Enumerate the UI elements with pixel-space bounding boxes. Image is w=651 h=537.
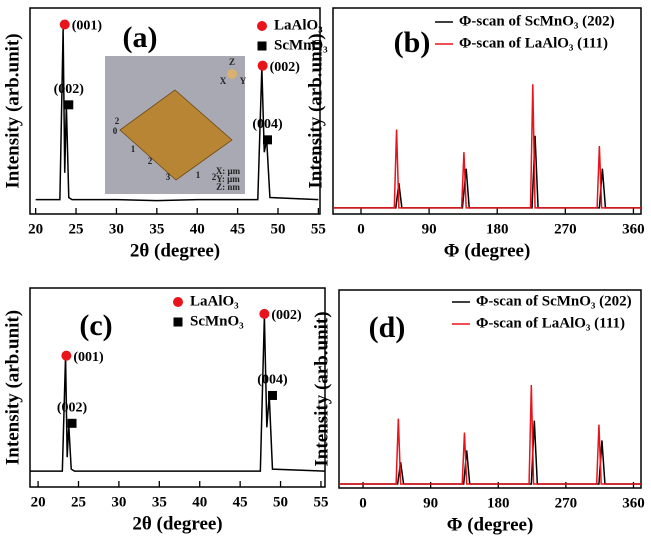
x-tick-label: 45 <box>230 221 245 237</box>
inset-label: 2 <box>148 156 153 166</box>
legend-label: Φ-scan of LaAlO₃ (111) <box>459 35 608 51</box>
x-tick-label: 90 <box>422 221 437 237</box>
x-tick-label: 50 <box>270 221 285 237</box>
data-line <box>339 421 641 484</box>
y-axis-label: Intensity (arb.unit) <box>311 311 332 466</box>
peak-label: (004) <box>252 117 283 132</box>
x-tick-label: 0 <box>357 221 365 237</box>
inset-label: 1 <box>196 170 201 180</box>
inset-label: X <box>220 76 227 86</box>
x-axis-label: 2θ (degree) <box>130 240 220 261</box>
x-tick-label: 40 <box>190 221 205 237</box>
x-tick-label: 50 <box>273 494 288 510</box>
panel-label: (a) <box>123 21 158 54</box>
x-tick-label: 180 <box>487 495 510 511</box>
x-tick-label: 35 <box>149 221 164 237</box>
marker <box>263 135 272 144</box>
peak-label: (002) <box>271 308 302 323</box>
peak-label: (002) <box>54 82 85 97</box>
y-axis-label: Intensity (arb.unit) <box>305 33 326 188</box>
legend-label: Φ-scan of ScMnO₃ (202) <box>476 293 632 309</box>
panel: 20 25 30 35 40 45 50 55 2θ (degree) Intensity (ar… <box>2 288 328 534</box>
x-tick-label: 25 <box>69 221 84 237</box>
x-tick-label: 20 <box>31 494 46 510</box>
x-tick-label: 270 <box>555 495 578 511</box>
inset-label: Y <box>240 76 247 86</box>
y-axis-label: Intensity (arb.unit) <box>2 310 23 465</box>
marker <box>61 351 71 361</box>
data-line <box>30 316 325 471</box>
x-axis-label: Φ (degree) <box>447 514 534 535</box>
x-tick-label: 20 <box>28 221 43 237</box>
x-tick-label: 270 <box>554 221 577 237</box>
legend-label: LaAlO₃ <box>190 293 239 309</box>
legend-label: Φ-scan of LaAlO₃ (111) <box>476 315 625 331</box>
peak-label: (002) <box>57 401 88 416</box>
data-line <box>339 385 641 484</box>
legend-marker <box>174 318 183 327</box>
inset-label: Z <box>229 57 235 67</box>
x-tick-label: 360 <box>622 495 645 511</box>
marker <box>258 61 268 71</box>
marker <box>268 391 277 400</box>
x-axis-label: 2θ (degree) <box>132 513 222 534</box>
panel: 0 90 180 270 360 Φ (degree) Intensity (arb.uni… <box>305 8 644 261</box>
axis-sphere <box>227 69 237 79</box>
panel-label: (d) <box>369 311 406 344</box>
panel-label: (b) <box>394 26 431 59</box>
inset-label: Z: nm <box>216 182 240 192</box>
peak-label: (001) <box>72 19 103 34</box>
x-tick-label: 55 <box>311 221 326 237</box>
data-line <box>333 84 641 208</box>
x-tick-label: 35 <box>152 494 167 510</box>
figure: 20253035404550552θ (degree)Intensity (ar… <box>0 0 651 537</box>
legend-marker <box>173 297 183 307</box>
marker <box>259 309 269 319</box>
x-tick-label: 90 <box>423 495 438 511</box>
x-tick-label: 0 <box>359 495 367 511</box>
peak-label: (004) <box>257 373 288 388</box>
x-axis-label: Φ (degree) <box>444 240 531 261</box>
x-tick-label: 30 <box>111 494 126 510</box>
x-tick-label: 25 <box>71 494 86 510</box>
inset-label: 0 <box>113 126 118 136</box>
x-tick-label: 30 <box>109 221 124 237</box>
inset-label: 1 <box>131 144 136 154</box>
legend-label: LaAlO₃ <box>274 17 323 33</box>
inset-label: 2 <box>115 116 120 126</box>
inset-label: 3 <box>166 172 171 182</box>
x-tick-label: 360 <box>622 221 645 237</box>
panel-label: (c) <box>79 309 112 342</box>
peak-label: (001) <box>73 350 104 365</box>
marker <box>60 19 70 29</box>
legend-marker <box>258 42 267 51</box>
x-tick-label: 180 <box>486 221 509 237</box>
x-tick-label: 55 <box>313 494 328 510</box>
marker <box>68 419 77 428</box>
marker <box>64 100 73 109</box>
x-tick-label: 45 <box>233 494 248 510</box>
legend-marker <box>257 21 267 31</box>
panel: 0 90 180 270 360 Φ (degree) Intensity (arb.uni… <box>311 290 644 535</box>
x-tick-label: 40 <box>192 494 207 510</box>
peak-label: (002) <box>270 60 301 75</box>
legend-label: ScMnO₃ <box>190 313 244 329</box>
y-axis-label: Intensity (arb.unit) <box>2 33 23 188</box>
legend-label: Φ-scan of ScMnO₃ (202) <box>459 13 615 29</box>
data-line <box>333 136 641 208</box>
